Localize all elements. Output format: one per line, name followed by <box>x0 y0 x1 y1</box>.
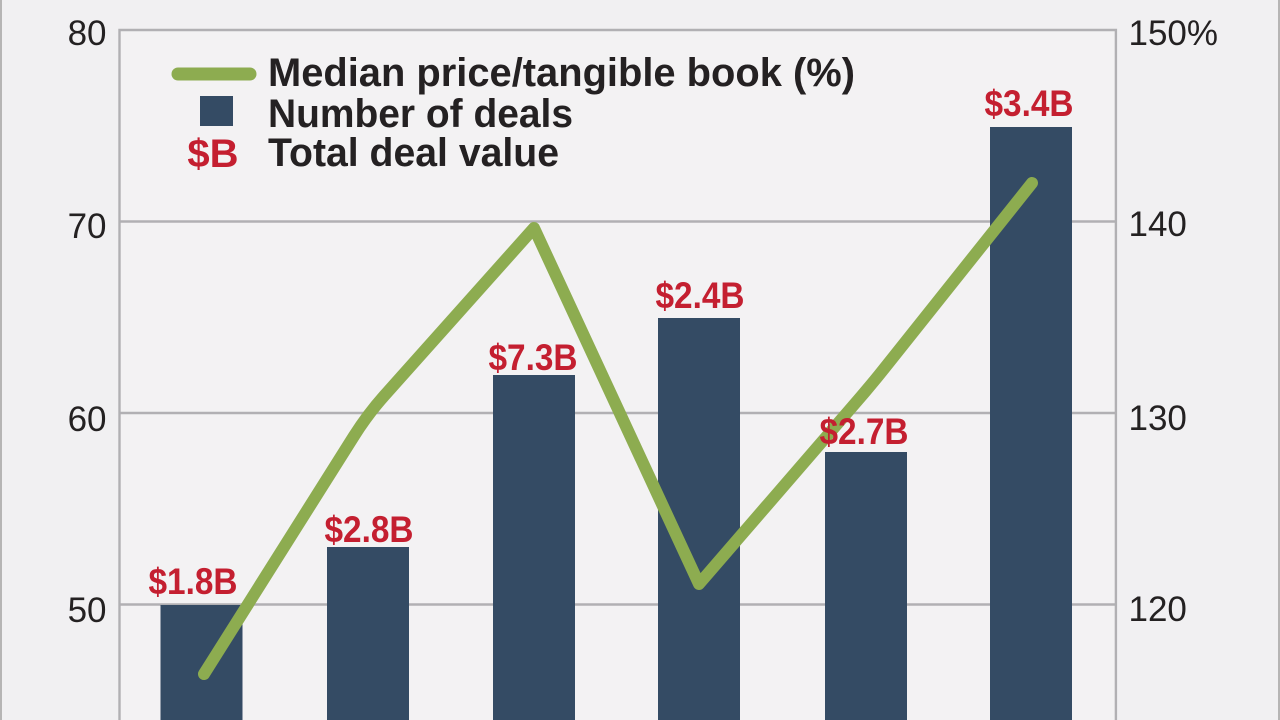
svg-text:130: 130 <box>1129 399 1187 438</box>
svg-text:120: 120 <box>1129 590 1187 629</box>
svg-text:Total deal value: Total deal value <box>268 131 559 175</box>
svg-text:80: 80 <box>68 14 107 53</box>
svg-text:70: 70 <box>68 207 107 246</box>
svg-text:$1.8B: $1.8B <box>149 561 238 602</box>
svg-text:$7.3B: $7.3B <box>489 337 578 378</box>
svg-text:$2.7B: $2.7B <box>820 411 909 452</box>
svg-text:Median price/tangible book (%): Median price/tangible book (%) <box>268 51 855 95</box>
svg-text:60: 60 <box>68 400 107 439</box>
svg-text:$B: $B <box>187 132 238 176</box>
svg-text:150%: 150% <box>1129 14 1219 53</box>
svg-text:140: 140 <box>1129 205 1187 244</box>
svg-text:$2.8B: $2.8B <box>325 509 414 550</box>
svg-text:Number of deals: Number of deals <box>268 92 573 136</box>
svg-text:50: 50 <box>68 591 107 630</box>
svg-text:$3.4B: $3.4B <box>985 83 1074 124</box>
svg-text:$2.4B: $2.4B <box>656 275 745 316</box>
